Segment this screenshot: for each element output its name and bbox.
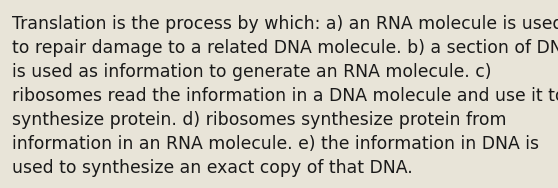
Text: synthesize protein. d) ribosomes synthesize protein from: synthesize protein. d) ribosomes synthes… — [12, 111, 507, 129]
Text: information in an RNA molecule. e) the information in DNA is: information in an RNA molecule. e) the i… — [12, 135, 539, 153]
Text: to repair damage to a related DNA molecule. b) a section of DNA: to repair damage to a related DNA molecu… — [12, 39, 558, 57]
Text: is used as information to generate an RNA molecule. c): is used as information to generate an RN… — [12, 63, 492, 81]
Text: ribosomes read the information in a DNA molecule and use it to: ribosomes read the information in a DNA … — [12, 87, 558, 105]
Text: used to synthesize an exact copy of that DNA.: used to synthesize an exact copy of that… — [12, 159, 413, 177]
Text: Translation is the process by which: a) an RNA molecule is used: Translation is the process by which: a) … — [12, 15, 558, 33]
